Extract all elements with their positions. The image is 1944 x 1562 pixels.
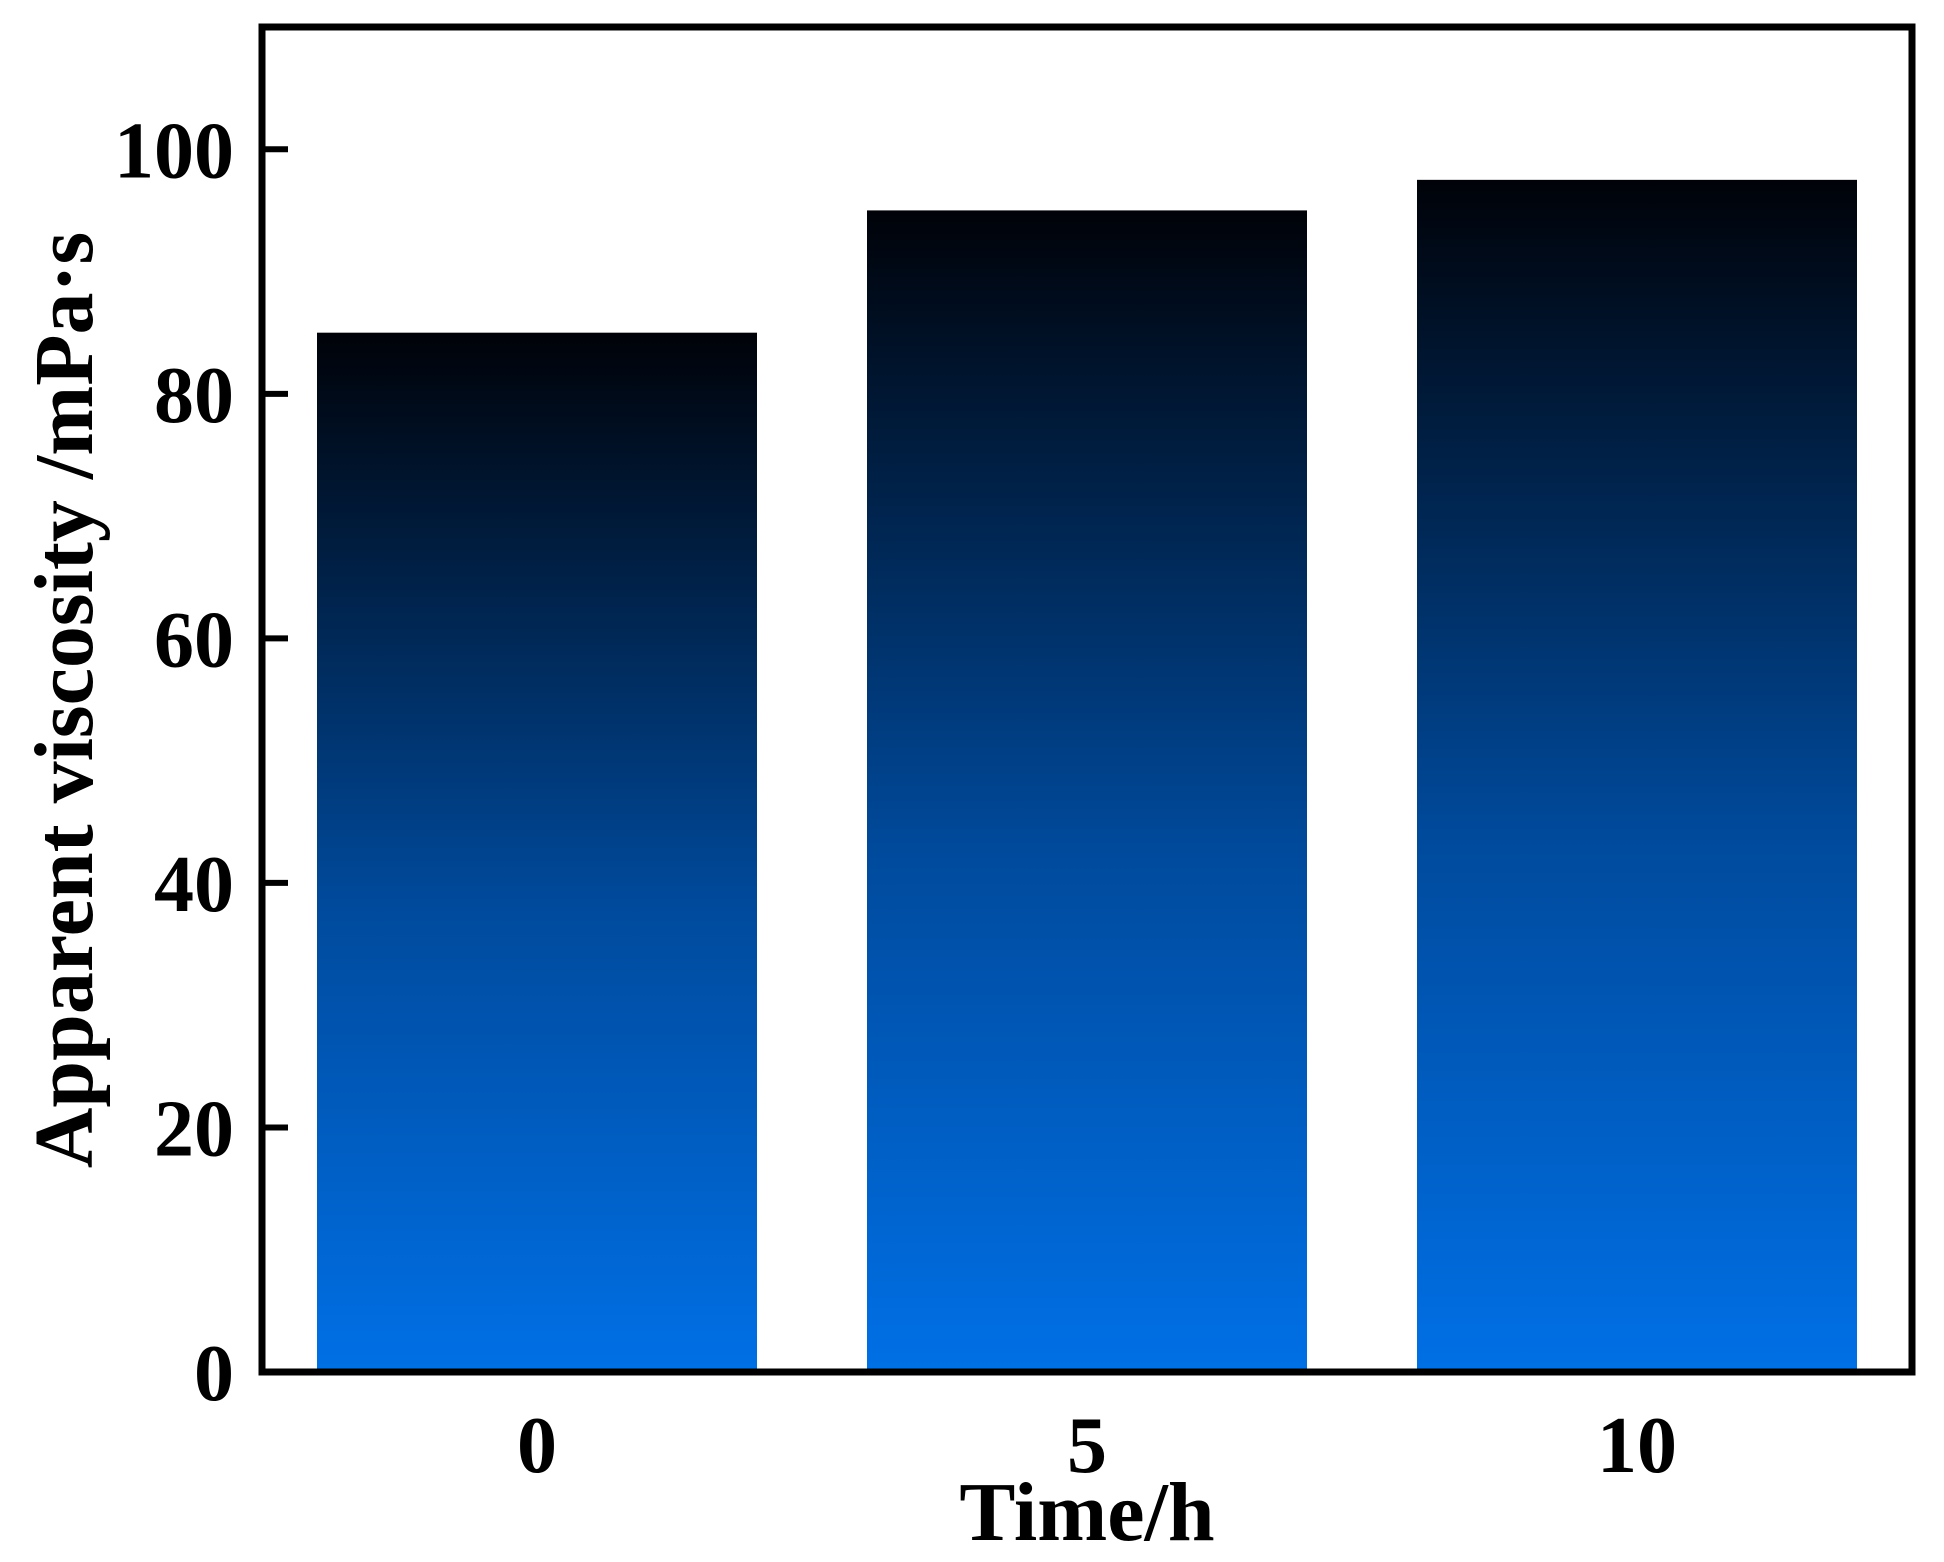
y-tick-label: 40: [154, 841, 234, 929]
bar-10: [1417, 179, 1857, 1372]
y-tick-label: 20: [154, 1085, 234, 1173]
x-axis-title: Time/h: [959, 1466, 1214, 1559]
bar-5: [867, 210, 1307, 1373]
x-tick-label: 5: [1067, 1402, 1107, 1490]
x-tick-label: 10: [1597, 1402, 1677, 1490]
y-tick-label: 100: [114, 107, 234, 195]
x-tick-label: 0: [517, 1402, 557, 1490]
plot-frame: [258, 23, 1916, 1376]
bars-layer: [317, 179, 1857, 1373]
y-tick-label: 80: [154, 352, 234, 440]
y-axis-title: Apparent viscosity /mPa·s: [18, 232, 111, 1168]
y-tick-label: 0: [194, 1330, 234, 1418]
y-axis: 0 20 40 60 80 100: [114, 107, 288, 1418]
y-tick-label: 60: [154, 596, 234, 684]
bar-0: [317, 332, 757, 1372]
x-axis: 0 5 10: [517, 1402, 1677, 1490]
